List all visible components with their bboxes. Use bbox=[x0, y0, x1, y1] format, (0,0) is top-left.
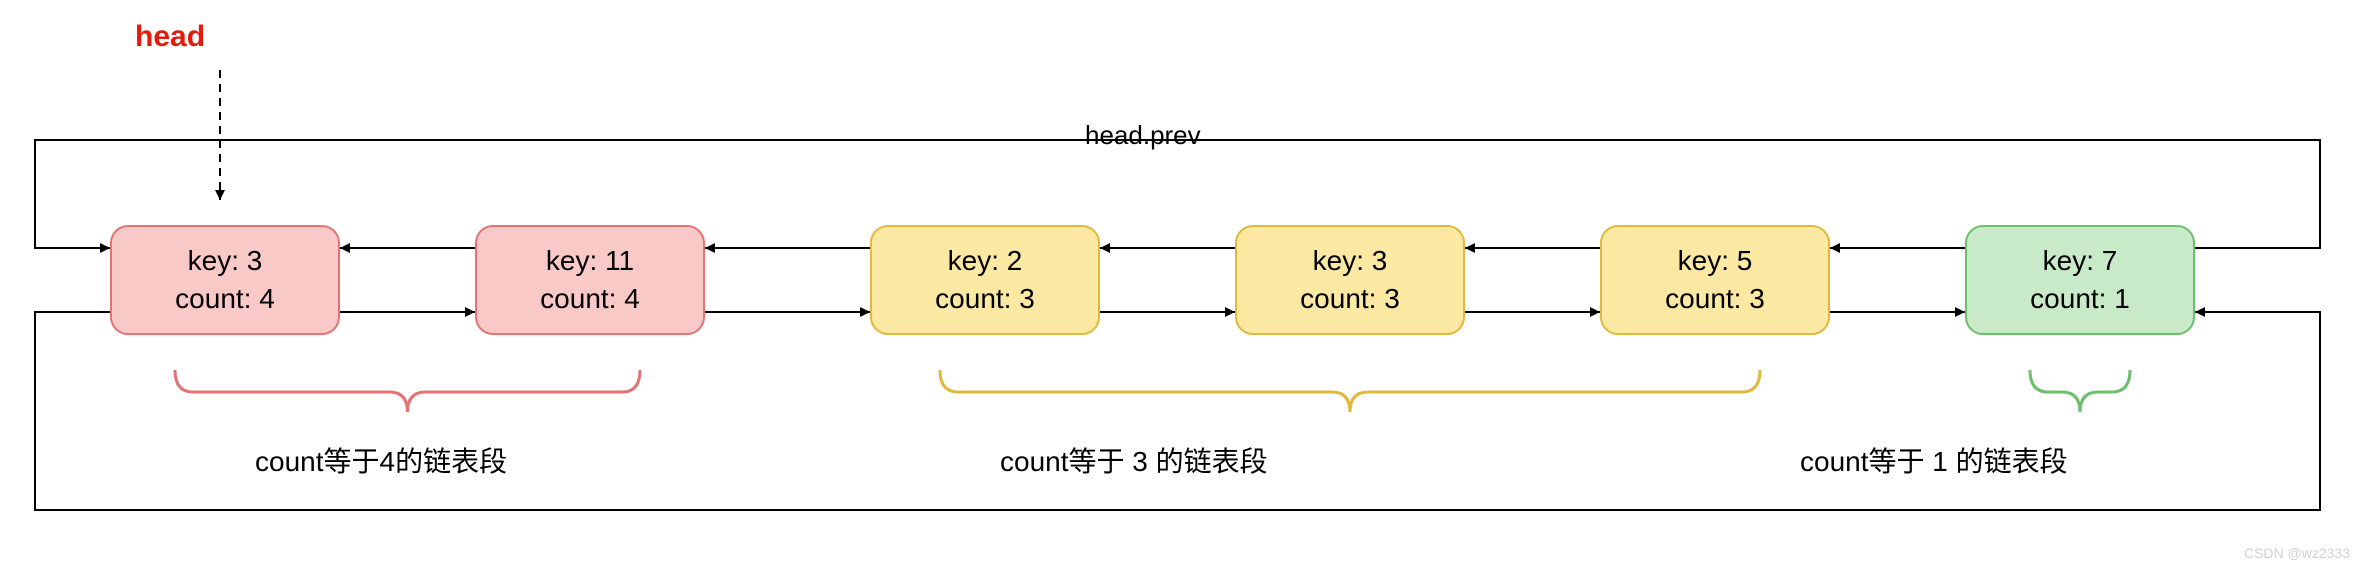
list-node: key: 3 count: 4 bbox=[110, 225, 340, 335]
node-key: key: 2 bbox=[948, 242, 1023, 280]
node-key: key: 7 bbox=[2043, 242, 2118, 280]
list-node: key: 7 count: 1 bbox=[1965, 225, 2195, 335]
list-node: key: 5 count: 3 bbox=[1600, 225, 1830, 335]
diagram-canvas: head head.prev key: 3 count: 4 key: 11 c… bbox=[0, 0, 2358, 563]
node-key: key: 11 bbox=[546, 242, 634, 280]
head-prev-label: head.prev bbox=[1085, 120, 1201, 151]
node-count: count: 3 bbox=[1300, 280, 1400, 318]
watermark: CSDN @wz2333 bbox=[2244, 545, 2350, 561]
segment-label: count等于 1 的链表段 bbox=[1800, 440, 2068, 480]
node-count: count: 3 bbox=[1665, 280, 1765, 318]
node-count: count: 4 bbox=[175, 280, 275, 318]
node-key: key: 3 bbox=[1313, 242, 1388, 280]
node-count: count: 4 bbox=[540, 280, 640, 318]
list-node: key: 3 count: 3 bbox=[1235, 225, 1465, 335]
head-label: head bbox=[135, 20, 205, 54]
list-node: key: 11 count: 4 bbox=[475, 225, 705, 335]
node-count: count: 3 bbox=[935, 280, 1035, 318]
node-key: key: 3 bbox=[188, 242, 263, 280]
node-count: count: 1 bbox=[2030, 280, 2130, 318]
segment-label: count等于4的链表段 bbox=[255, 440, 507, 480]
segment-label: count等于 3 的链表段 bbox=[1000, 440, 1268, 480]
list-node: key: 2 count: 3 bbox=[870, 225, 1100, 335]
node-key: key: 5 bbox=[1678, 242, 1753, 280]
